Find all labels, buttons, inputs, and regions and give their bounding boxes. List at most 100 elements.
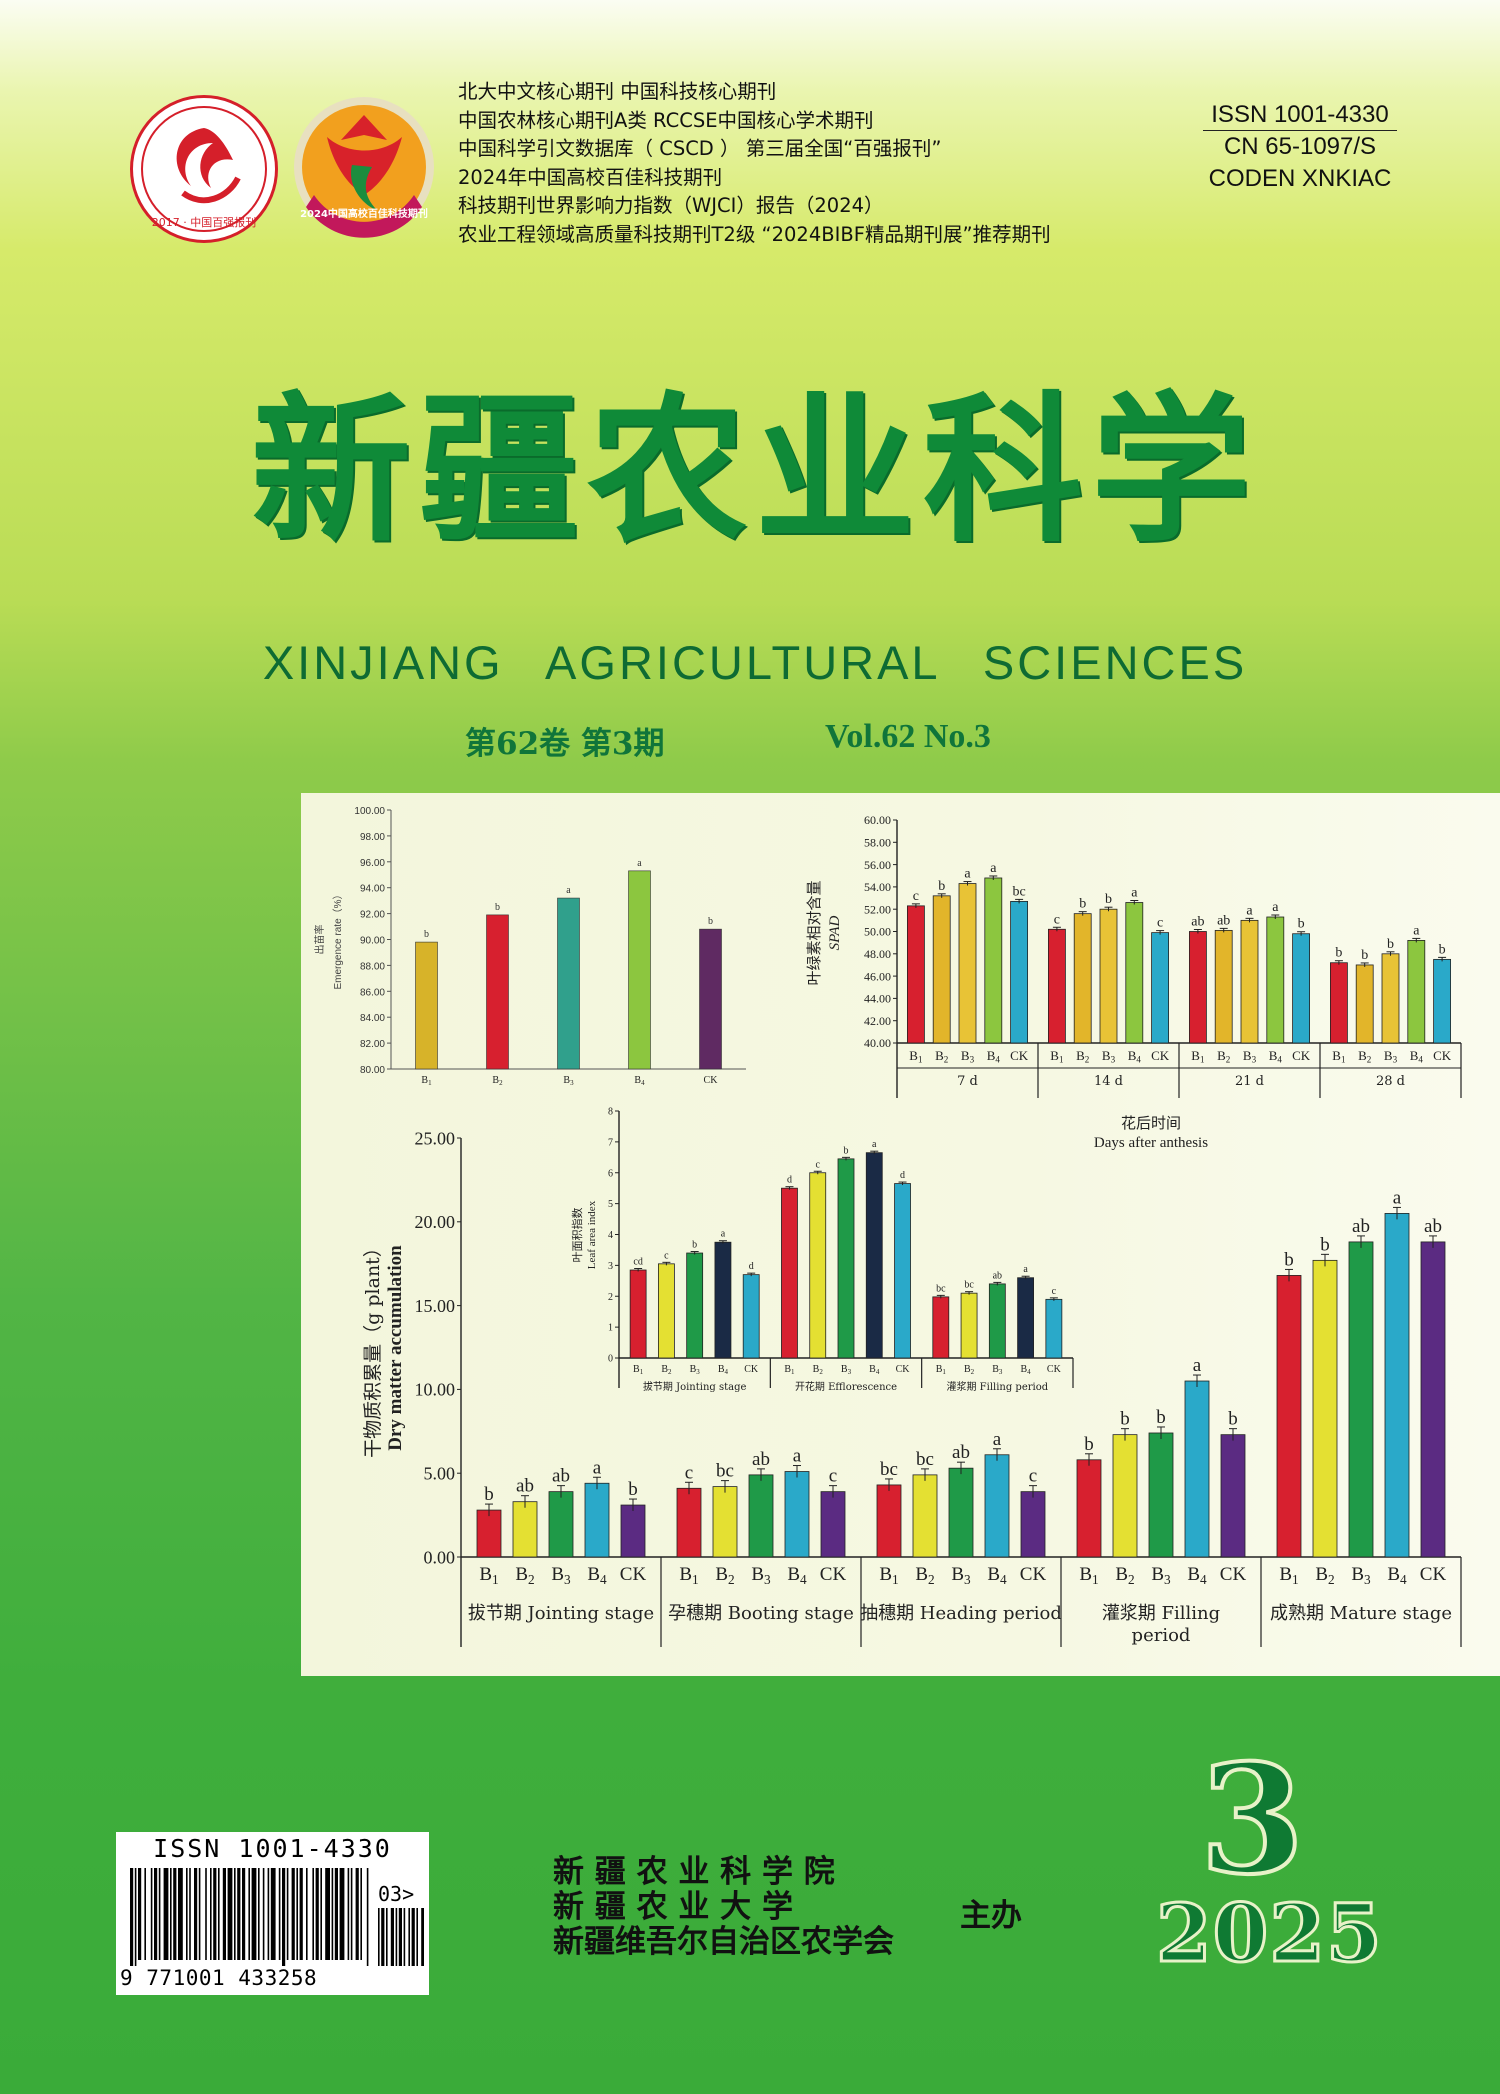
- y-axis-label: Emergence rate（%）: [332, 889, 344, 989]
- barcode-bar: [170, 1868, 172, 1960]
- spad-chart: 40.00 42.00 44.00 46.00 48.00 50.00 52.00 54.00…: [805, 813, 1462, 1151]
- significance-letter: b: [1284, 1249, 1294, 1270]
- dry-matter-bar: [1112, 1434, 1138, 1558]
- y-tick-label: 52.00: [864, 902, 891, 916]
- spad-bar: [1214, 929, 1233, 1044]
- issn-block: ISSN 1001-4330 CN 65-1097/S CODEN XNKIAC: [1150, 100, 1450, 195]
- barcode-bar: [227, 1868, 233, 1960]
- spad-bar: [932, 895, 951, 1044]
- barcode-bar: [144, 1868, 146, 1960]
- group-label: 孕穗期 Booting stage: [668, 1603, 854, 1624]
- dry-matter-bar: [1076, 1459, 1102, 1558]
- spad-bar: [1099, 908, 1118, 1044]
- barcode-bar: [189, 1868, 191, 1960]
- barcode-bar: [267, 1868, 270, 1960]
- barcode-bar: [186, 1868, 188, 1960]
- barcode-bar: [366, 1868, 369, 1966]
- barcode-bars: [130, 1868, 369, 1966]
- significance-letter: c: [829, 1466, 837, 1487]
- barcode-bar: [218, 1868, 220, 1960]
- tick-label: CK: [1433, 1048, 1452, 1063]
- significance-letter: c: [1052, 1286, 1057, 1297]
- honor-line: 2024年中国高校百佳科技期刊: [458, 165, 723, 189]
- tick-label: CK: [1010, 1048, 1029, 1063]
- y-tick-label: 8: [608, 1107, 613, 1118]
- barcode-bar: [411, 1908, 415, 1966]
- dry-matter-bar: [1020, 1491, 1046, 1558]
- tick-label: B2: [1358, 1048, 1372, 1065]
- y-axis-label-cn: 叶绿素相对含量: [805, 880, 823, 985]
- significance-letter: a: [964, 867, 971, 882]
- y-tick-label: 40.00: [864, 1036, 891, 1050]
- dry-matter-bar: [820, 1491, 846, 1558]
- significance-letter: cd: [633, 1257, 642, 1268]
- barcode-addon: [378, 1908, 424, 1966]
- lai-bar: [742, 1274, 760, 1359]
- honor-line: 中国农林核心期刊A类 RCCSE中国核心学术期刊: [458, 108, 874, 132]
- significance-letter: bc: [916, 1449, 934, 1470]
- y-tick-label: 48.00: [864, 947, 891, 961]
- honor-line: 中国科学引文数据库（ CSCD ） 第三届全国“百强报刊”: [458, 137, 942, 160]
- barcode-bar: [291, 1868, 295, 1960]
- lai-bar: [960, 1292, 978, 1359]
- significance-letter: a: [1246, 903, 1253, 918]
- dry-matter-bar: [476, 1509, 502, 1558]
- tick-label: B2: [813, 1364, 824, 1376]
- y-tick-label: 54.00: [864, 880, 891, 894]
- y-tick-label: 2: [608, 1292, 613, 1303]
- significance-letter: ab: [516, 1476, 534, 1497]
- y-tick-label: 10.00: [415, 1380, 456, 1400]
- tick-label: B4: [587, 1564, 607, 1587]
- significance-letter: b: [1298, 917, 1305, 932]
- y-tick-label: 98.00: [360, 832, 385, 843]
- tick-label: B2: [661, 1364, 672, 1376]
- tick-label: CK: [820, 1564, 847, 1585]
- tick-label: B4: [1128, 1048, 1142, 1065]
- significance-letter: b: [1320, 1234, 1330, 1255]
- tick-label: B1: [784, 1364, 795, 1376]
- y-tick-label: 84.00: [360, 1013, 385, 1024]
- group-label: period: [1132, 1625, 1191, 1646]
- barcode-bar: [395, 1908, 398, 1966]
- y-tick-label: 60.00: [864, 813, 891, 827]
- dry-matter-chart: 0.005.0010.0015.0020.0025.00bB1abB2abB3a…: [362, 1128, 1462, 1647]
- barcode-bar: [378, 1908, 380, 1966]
- significance-letter: c: [913, 889, 919, 904]
- significance-letter: a: [793, 1446, 802, 1467]
- emergence-bar: [557, 897, 580, 1070]
- spad-bar: [1073, 913, 1092, 1044]
- y-tick-label: 96.00: [360, 858, 385, 869]
- barcode: ISSN 1001-4330 03> 9 771001 433258: [116, 1832, 429, 1995]
- sponsors: 新 疆 农 业 科 学 院 新 疆 农 业 大 学 新疆维吾尔自治区农学会: [553, 1855, 894, 1960]
- barcode-bar: [134, 1868, 137, 1966]
- group-label: 14 d: [1094, 1074, 1123, 1089]
- significance-letter: c: [816, 1159, 821, 1170]
- lai-bar: [781, 1187, 798, 1359]
- tick-label: B3: [1151, 1564, 1171, 1587]
- tick-label: B2: [935, 1048, 949, 1065]
- tick-label: B1: [633, 1364, 644, 1376]
- lai-bar: [1017, 1277, 1034, 1359]
- barcode-bar: [408, 1908, 410, 1966]
- y-axis-label: Dry matter accumulation: [385, 1245, 406, 1451]
- tick-label: B2: [1115, 1564, 1134, 1587]
- barcode-bar: [237, 1868, 241, 1960]
- significance-letter: b: [1079, 897, 1086, 912]
- spad-bar: [907, 905, 925, 1044]
- spad-bar: [1240, 919, 1259, 1044]
- significance-letter: a: [993, 1429, 1002, 1450]
- tick-label: B4: [1387, 1564, 1407, 1587]
- spad-bar: [1151, 932, 1169, 1044]
- barcode-bar: [178, 1868, 183, 1960]
- emergence-bar: [628, 870, 651, 1070]
- barcode-bar: [248, 1868, 250, 1960]
- tick-label: CK: [1151, 1048, 1170, 1063]
- dry-matter-bar: [1276, 1275, 1302, 1558]
- barcode-bar: [416, 1908, 418, 1966]
- y-tick-label: 88.00: [360, 961, 385, 972]
- significance-letter: b: [1156, 1407, 1166, 1428]
- barcode-bar: [347, 1868, 350, 1960]
- y-axis-label: Leaf area index: [586, 1200, 598, 1269]
- barcode-bar: [381, 1908, 385, 1966]
